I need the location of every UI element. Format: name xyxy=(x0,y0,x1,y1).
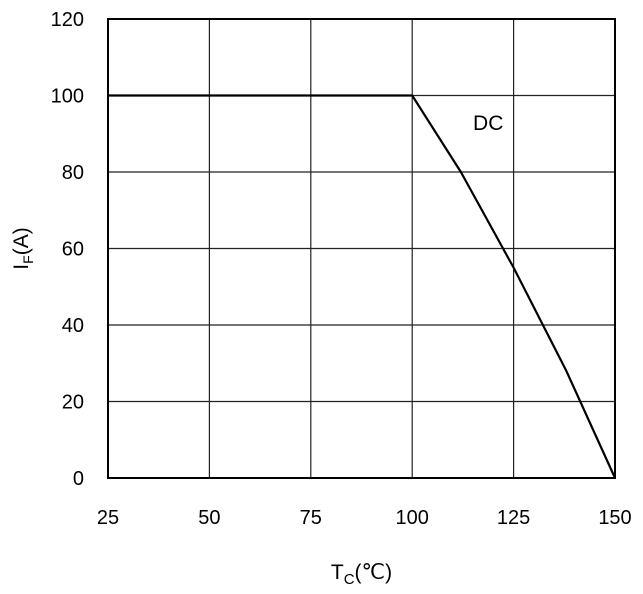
plot-frame xyxy=(107,18,616,479)
y-tick-label: 100 xyxy=(51,86,84,108)
y-axis-label: IF(A) xyxy=(10,227,36,269)
y-tick-label: 60 xyxy=(62,239,84,261)
y-tick-label: 120 xyxy=(51,9,84,31)
y-tick-label: 20 xyxy=(62,392,84,414)
series-line-dc xyxy=(108,94,617,479)
y-axis-label-sub: F xyxy=(20,255,36,264)
x-axis-label: TC(℃) xyxy=(331,561,392,588)
grid xyxy=(107,18,616,479)
x-tick-label: 50 xyxy=(198,507,220,529)
x-axis-label-unit: (℃) xyxy=(355,561,393,584)
x-tick-label: 100 xyxy=(396,507,429,529)
y-tick-label: 0 xyxy=(73,468,84,490)
x-tick-label: 75 xyxy=(300,507,322,529)
annotations: DC xyxy=(473,112,503,135)
x-axis-label-sub: C xyxy=(344,571,355,588)
y-tick-labels: 0 20 40 60 80 100 120 xyxy=(51,9,84,490)
x-tick-label: 25 xyxy=(97,507,119,529)
series-layer xyxy=(108,94,617,479)
y-tick-label: 40 xyxy=(62,315,84,337)
y-tick-label: 80 xyxy=(62,162,84,184)
x-tick-label: 150 xyxy=(598,507,631,529)
x-axis-label-main: T xyxy=(331,561,344,584)
series-annotation: DC xyxy=(473,112,503,135)
y-axis-label-unit: (A) xyxy=(10,227,33,255)
x-tick-label: 125 xyxy=(497,507,530,529)
x-tick-labels: 25 50 75 100 125 150 xyxy=(97,507,632,529)
y-axis-label-main: I xyxy=(10,264,33,270)
